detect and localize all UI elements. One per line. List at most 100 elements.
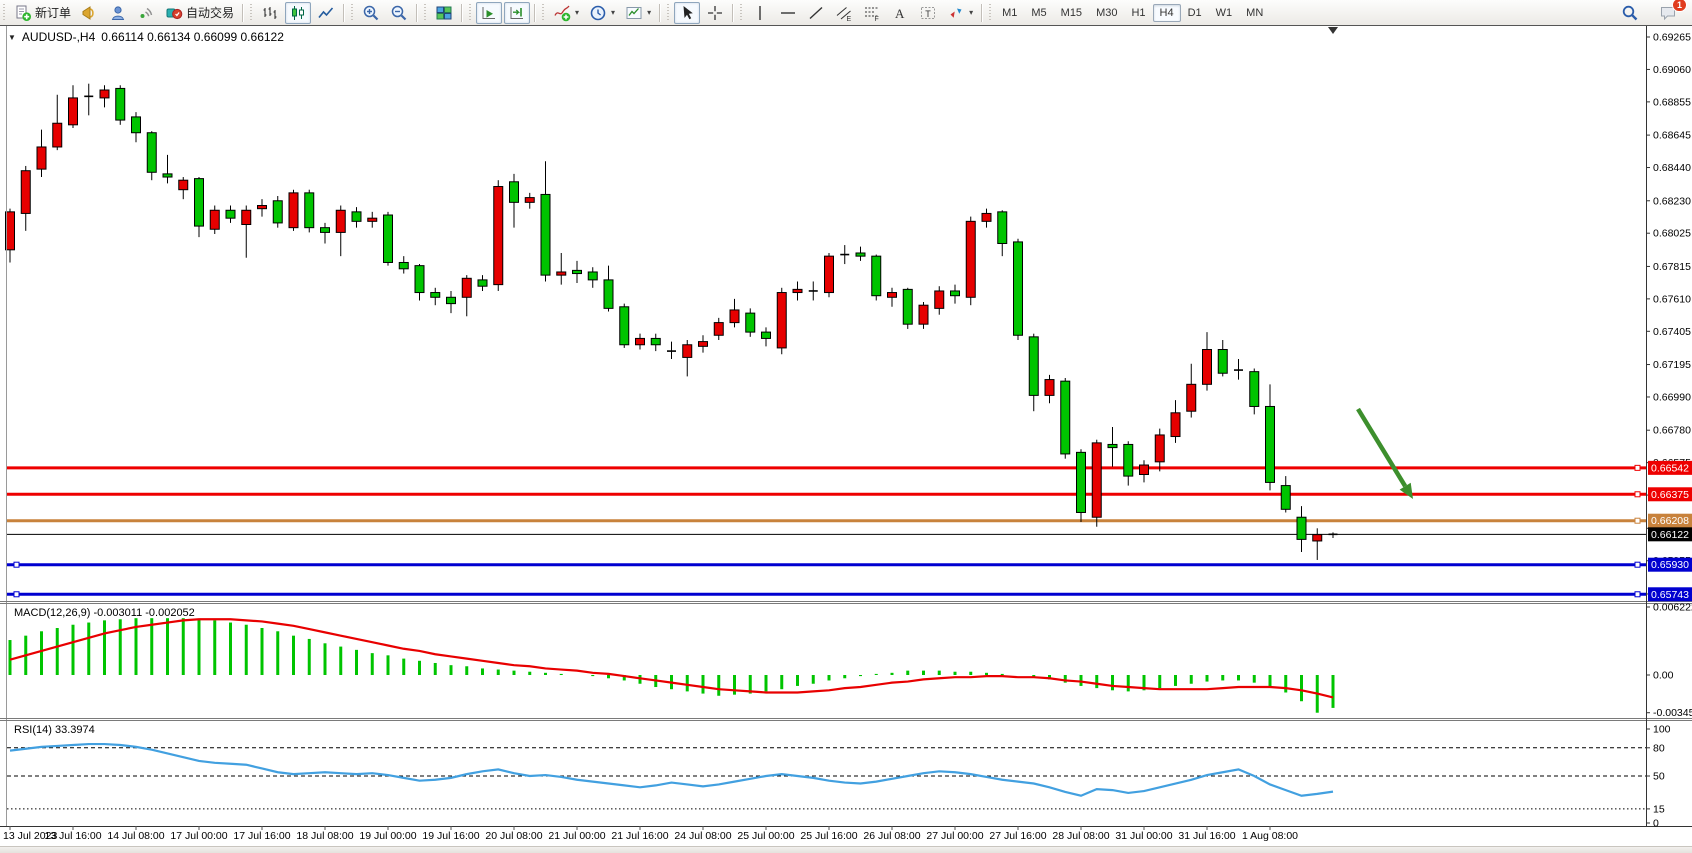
toolbar-grip[interactable] [541,4,547,21]
dropdown-caret-icon[interactable]: ▾ [969,8,974,17]
zoom-out-icon [390,4,408,22]
toolbar-grip[interactable] [423,4,429,21]
templates-button[interactable]: ▾ [621,2,655,24]
hline-anchor[interactable] [13,591,20,598]
symbol-dropdown-icon[interactable]: ▼ [8,32,16,42]
timeframe-m1-button[interactable]: M1 [1002,6,1018,19]
svg-text:0.006222: 0.006222 [1653,601,1692,613]
crosshair-icon [706,4,724,22]
window-bottom-edge [0,846,1692,853]
add-indicator-button[interactable]: ▾ [549,2,583,24]
tile-windows-button[interactable] [431,2,457,24]
cursor-button[interactable] [674,1,701,24]
svg-text:17 Jul 00:00: 17 Jul 00:00 [170,830,227,842]
rsi-line [9,742,1334,797]
svg-text:27 Jul 16:00: 27 Jul 16:00 [989,830,1046,842]
timeframe-m15-button[interactable]: M15 [1060,6,1083,19]
macd-pane [8,618,1335,713]
periods-button[interactable]: ▾ [585,2,619,24]
candlestick-chart-button[interactable] [285,1,312,24]
hline-anchor[interactable] [1634,561,1641,568]
svg-text:19 Jul 16:00: 19 Jul 16:00 [422,830,479,842]
toolbar-separator [416,3,419,22]
svg-text:31 Jul 00:00: 31 Jul 00:00 [1115,830,1172,842]
crosshair-button[interactable] [702,2,728,24]
text-label-button[interactable]: T [915,2,941,24]
toolbar-grip[interactable] [988,4,994,21]
toolbar-grip[interactable] [249,4,255,21]
chart-window[interactable]: 0.69265 0.69060 0.68855 0.68645 0.68440 0.682… [0,25,1692,853]
annotation-arrow-head[interactable] [1399,482,1413,499]
search-button[interactable] [1617,2,1643,24]
notifications-button[interactable]: 1 [1655,0,1687,24]
svg-text:0.66542: 0.66542 [1651,462,1689,474]
toolbar-grip[interactable] [350,4,356,21]
chart-shift-button[interactable] [504,1,531,24]
toolbar-grip[interactable] [739,4,745,21]
text-button[interactable]: A [887,2,913,24]
horn-icon [81,4,99,22]
fibonacci-retracement-button[interactable]: F [859,2,885,24]
auto-scroll-button[interactable] [476,1,503,24]
trendline-button[interactable] [803,2,829,24]
line-chart-button[interactable] [313,2,339,24]
svg-text:27 Jul 00:00: 27 Jul 00:00 [926,830,983,842]
price-label-box [1648,460,1692,475]
chart-shift-marker[interactable] [1328,27,1338,34]
candlestick-icon [289,4,307,22]
timeframe-w1-button[interactable]: W1 [1215,6,1233,19]
main-toolbar: 新订单 自动交易 ▾ ▾ ▾ E F A T ▾ M1 M5 M15 M30 H1 H4 D1 W1 MN 1 [0,0,1692,26]
dropdown-caret-icon[interactable]: ▾ [575,8,580,17]
svg-text:0.66208: 0.66208 [1651,515,1689,527]
svg-text:19 Jul 00:00: 19 Jul 00:00 [359,830,416,842]
horizontal-line-button[interactable] [775,2,801,24]
svg-text:0.68440: 0.68440 [1653,162,1691,174]
hline-anchor[interactable] [1634,591,1641,598]
timeframe-d1-button[interactable]: D1 [1187,6,1202,19]
vertical-line-button[interactable] [747,2,773,24]
autotrading-button[interactable]: 自动交易 [161,2,238,24]
alert-horn-button[interactable] [77,2,103,24]
textlabel-icon: T [919,4,937,22]
hline-anchor[interactable] [1634,517,1641,524]
timeframe-m5-button[interactable]: M5 [1031,6,1047,19]
zoom-in-button[interactable] [358,2,384,24]
chart-canvas[interactable]: 0.69265 0.69060 0.68855 0.68645 0.68440 0.682… [0,25,1692,853]
svg-text:18 Jul 08:00: 18 Jul 08:00 [296,830,353,842]
svg-text:14 Jul 08:00: 14 Jul 08:00 [107,830,164,842]
price-pane [5,27,1646,598]
profile-button[interactable] [105,2,131,24]
arrows-button[interactable]: ▾ [943,2,977,24]
market-signal-button[interactable] [133,2,159,24]
timeframe-h4-button[interactable]: H4 [1152,3,1181,22]
toolbar-separator [981,3,984,22]
hline-anchor[interactable] [1634,464,1641,471]
svg-text:28 Jul 08:00: 28 Jul 08:00 [1052,830,1109,842]
periods-icon [589,4,607,22]
equidistant-channel-button[interactable]: E [831,2,857,24]
dropdown-caret-icon[interactable]: ▾ [647,8,652,17]
annotation-arrow[interactable] [1356,407,1408,488]
toolbar-grip[interactable] [468,4,474,21]
dropdown-caret-icon[interactable]: ▾ [611,8,616,17]
svg-text:1 Aug 08:00: 1 Aug 08:00 [1242,830,1298,842]
chart-title: ▼ AUDUSD-,H4 0.66114 0.66134 0.66099 0.6… [8,30,284,44]
timeframe-mn-button[interactable]: MN [1246,6,1264,19]
chart-symbol-period: AUDUSD-,H4 [21,30,96,44]
bar-chart-button[interactable] [257,2,283,24]
cursor-icon [678,4,696,22]
toolbar-grip[interactable] [666,4,672,21]
new-order-button[interactable]: 新订单 [10,2,75,24]
svg-text:0.65743: 0.65743 [1651,589,1689,601]
hline-anchor[interactable] [13,561,20,568]
svg-text:F: F [875,16,879,22]
svg-text:0.69060: 0.69060 [1653,64,1691,76]
timeframe-m30-button[interactable]: M30 [1096,6,1118,19]
price-label-box [1648,587,1692,602]
toolbar-grip[interactable] [2,4,7,21]
timeframe-h1-button[interactable]: H1 [1131,6,1146,19]
notification-badge: 1 [1671,0,1687,12]
hline-anchor[interactable] [1634,491,1641,498]
vline-icon [751,4,769,22]
zoom-out-button[interactable] [386,2,412,24]
